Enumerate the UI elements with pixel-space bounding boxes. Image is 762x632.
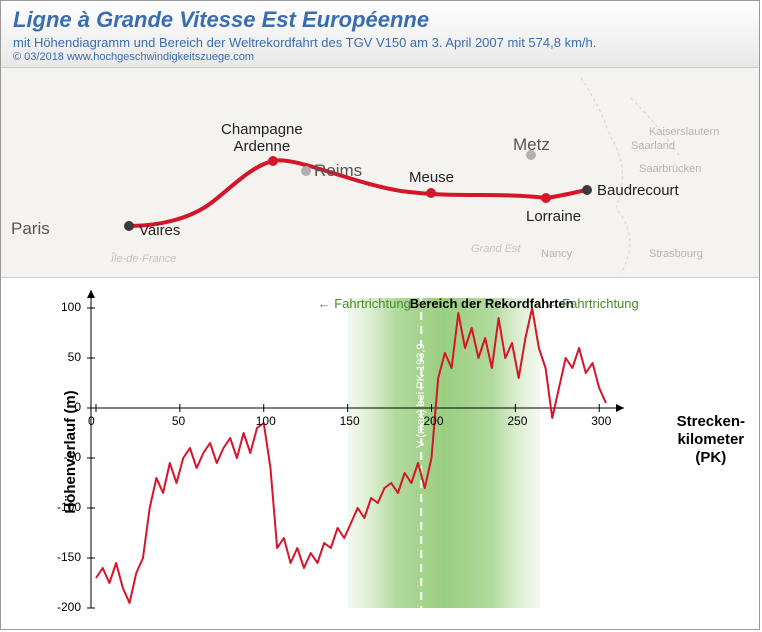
station-label: Metz [513,135,550,155]
station-dot [582,185,592,195]
map-region-label: Île-de-France [111,253,176,265]
x-tick-label: 300 [591,414,611,428]
y-tick-label: 50 [68,350,81,364]
map-city-label: Kaiserslautern [649,126,719,138]
x-tick-label: 50 [172,414,185,428]
figure-subtitle: mit Höhendiagramm und Bereich der Weltre… [13,35,747,50]
station-label: ChampagneArdenne [221,121,303,155]
map-city-label: Strasbourg [649,248,703,260]
map-panel: Paris Vaires ChampagneArdenne Reims Meuse Met… [1,68,759,278]
x-tick-label: 0 [88,414,95,428]
y-tick-label: -100 [57,500,81,514]
figure-copyright: © 03/2018 www.hochgeschwindigkeitszuege.… [13,51,747,63]
map-city-label: Saarbrücken [639,163,701,175]
x-tick-label: 100 [256,414,276,428]
figure-container: Ligne à Grande Vitesse Est Européenne mi… [0,0,760,630]
station-label: Paris [11,219,50,239]
station-label: Vaires [139,222,180,239]
x-tick-label: 150 [340,414,360,428]
fahrt-right-label: ← Fahrtrichtung [546,296,639,311]
station-label: Reims [314,161,362,181]
station-dot [268,156,278,166]
map-region-label: Grand Est [471,243,521,255]
station-dot [301,166,311,176]
station-dot [426,188,436,198]
chart-svg [1,278,761,626]
y-tick-label: 100 [61,300,81,314]
station-label: Meuse [409,169,454,186]
station-label: Lorraine [526,208,581,225]
map-city-label: Saarland [631,140,675,152]
chart-panel: Höhenverlauf (m) Strecken- kilometer (PK… [1,278,759,626]
station-dot [124,221,134,231]
y-tick-label: -50 [64,450,81,464]
figure-title: Ligne à Grande Vitesse Est Européenne [13,7,747,33]
station-dot [541,193,551,203]
y-tick-label: 0 [74,400,81,414]
station-label: Baudrecourt [597,182,679,199]
y-tick-label: -150 [57,550,81,564]
fahrt-left-label: ← Fahrtrichtung [318,296,411,311]
y-tick-label: -200 [57,600,81,614]
x-tick-label: 250 [507,414,527,428]
header: Ligne à Grande Vitesse Est Européenne mi… [1,1,759,68]
map-city-label: Nancy [541,248,572,260]
vmax-label: V (max) bei PK 193,9 [415,343,427,448]
